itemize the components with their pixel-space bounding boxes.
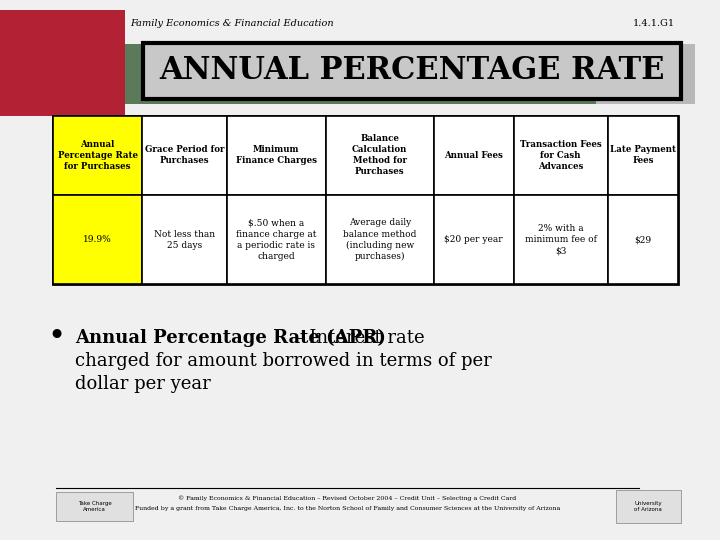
Bar (325, 195, 434, 285)
Text: Take Charge
America: Take Charge America (78, 501, 112, 512)
Text: University
of Arizona: University of Arizona (634, 501, 662, 512)
Text: Balance
Calculation
Method for
Purchases: Balance Calculation Method for Purchases (352, 134, 408, 177)
Bar (616, 490, 681, 523)
Bar (596, 44, 695, 104)
Bar (56, 492, 133, 521)
Bar (514, 195, 608, 285)
Text: dollar per year: dollar per year (76, 375, 211, 393)
Bar (434, 116, 514, 195)
Text: Not less than
25 days: Not less than 25 days (154, 230, 215, 250)
Text: $.50 when a
finance charge at
a periodic rate is
charged: $.50 when a finance charge at a periodic… (236, 219, 317, 261)
Bar (0, 10, 125, 116)
Text: Average daily
balance method
(including new
purchases): Average daily balance method (including … (343, 218, 416, 261)
Bar (143, 116, 227, 195)
Bar (143, 43, 681, 99)
Text: $20 per year: $20 per year (444, 235, 503, 244)
Text: Annual Fees: Annual Fees (444, 151, 503, 160)
Text: Family Economics & Financial Education: Family Economics & Financial Education (130, 18, 333, 28)
Bar (53, 195, 143, 285)
Bar (114, 44, 698, 104)
Text: Late Payment
Fees: Late Payment Fees (610, 145, 676, 165)
Text: Funded by a grant from Take Charge America, Inc. to the Norton School of Family : Funded by a grant from Take Charge Ameri… (135, 506, 560, 511)
Text: charged for amount borrowed in terms of per: charged for amount borrowed in terms of … (76, 352, 492, 370)
Text: Transaction Fees
for Cash
Advances: Transaction Fees for Cash Advances (520, 140, 602, 171)
Text: Annual
Percentage Rate
for Purchases: Annual Percentage Rate for Purchases (58, 140, 138, 171)
Bar (434, 195, 514, 285)
Text: $29: $29 (634, 235, 652, 244)
Bar (227, 195, 325, 285)
Bar (227, 116, 325, 195)
Text: Grace Period for
Purchases: Grace Period for Purchases (145, 145, 225, 165)
Text: 1.4.1.G1: 1.4.1.G1 (633, 18, 675, 28)
Text: ANNUAL PERCENTAGE RATE: ANNUAL PERCENTAGE RATE (159, 55, 665, 86)
Text: © Family Economics & Financial Education – Revised October 2004 – Credit Unit – : © Family Economics & Financial Education… (179, 495, 516, 501)
Text: – Interest rate: – Interest rate (289, 328, 424, 347)
Text: 19.9%: 19.9% (84, 235, 112, 244)
Bar (325, 116, 434, 195)
Bar (53, 116, 143, 195)
Bar (514, 116, 608, 195)
Text: •: • (47, 322, 65, 353)
Text: 2% with a
minimum fee of
$3: 2% with a minimum fee of $3 (525, 224, 597, 255)
Bar (53, 116, 678, 285)
Bar (608, 116, 678, 195)
Text: Minimum
Finance Charges: Minimum Finance Charges (236, 145, 317, 165)
Text: Annual Percentage Rate (APR): Annual Percentage Rate (APR) (76, 328, 386, 347)
Bar (143, 195, 227, 285)
Bar (608, 195, 678, 285)
